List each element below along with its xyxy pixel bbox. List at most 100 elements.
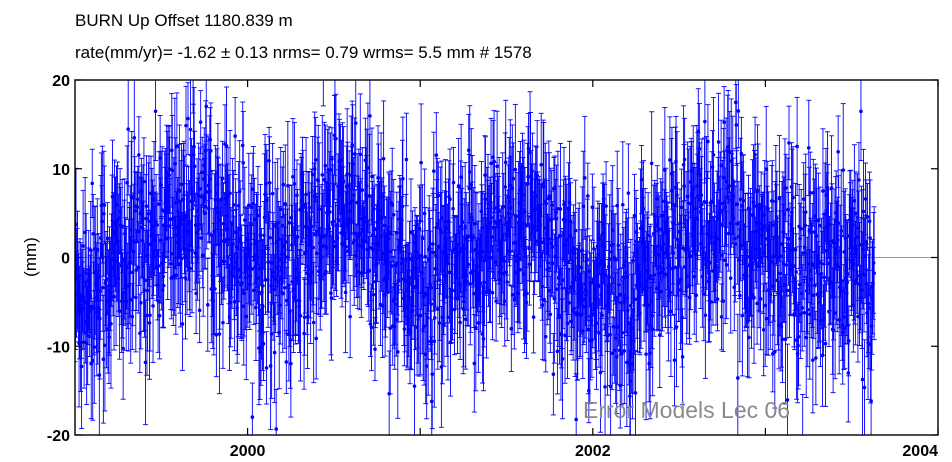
data-point [95, 248, 100, 252]
data-point [301, 203, 306, 207]
data-point [237, 189, 242, 194]
data-point [180, 322, 185, 326]
data-point [503, 160, 508, 165]
data-point [436, 193, 441, 198]
data-point [372, 207, 376, 211]
data-point [586, 194, 590, 198]
data-point [531, 315, 536, 319]
data-point [451, 206, 455, 211]
data-point [109, 321, 113, 326]
data-point [478, 281, 483, 285]
data-point [217, 332, 222, 336]
data-point [289, 361, 293, 366]
data-point [496, 209, 501, 214]
data-point [620, 202, 625, 207]
data-point [633, 297, 637, 302]
data-point [404, 157, 409, 162]
data-point [298, 313, 303, 318]
data-point [616, 282, 621, 287]
data-point [561, 278, 565, 282]
data-point [465, 234, 470, 238]
data-point [430, 372, 435, 376]
data-point [540, 303, 545, 307]
data-point [581, 204, 586, 209]
data-point [134, 268, 139, 272]
data-point [703, 313, 708, 318]
data-point [697, 147, 702, 151]
data-point [344, 244, 348, 249]
data-point [566, 259, 570, 264]
data-point [192, 164, 197, 169]
data-point [142, 288, 147, 292]
data-point [381, 156, 386, 161]
data-point [417, 226, 422, 231]
data-point [370, 174, 374, 179]
data-point [688, 254, 693, 258]
data-point [586, 327, 591, 332]
data-point [295, 193, 299, 198]
data-point [143, 360, 148, 365]
data-point [675, 193, 679, 197]
data-point [482, 280, 486, 285]
data-point [213, 287, 217, 291]
data-point [194, 291, 198, 296]
data-point [555, 287, 559, 291]
data-point [677, 279, 681, 284]
data-point [434, 153, 439, 157]
chart-title: BURN Up Offset 1180.839 m [75, 11, 293, 30]
data-point [241, 161, 246, 165]
data-point [179, 182, 184, 187]
data-point [527, 262, 532, 267]
data-point [98, 316, 102, 321]
data-point [151, 304, 155, 308]
data-point [481, 337, 486, 341]
data-point [90, 181, 95, 186]
data-point [671, 251, 676, 255]
data-point [105, 236, 110, 241]
data-point [706, 139, 710, 144]
data-point [708, 260, 712, 265]
data-point [513, 167, 518, 172]
data-point [558, 233, 562, 238]
data-point [429, 302, 434, 306]
data-point [423, 254, 427, 259]
data-point [280, 223, 285, 228]
data-point [112, 294, 116, 299]
data-point [205, 303, 210, 307]
data-point [430, 242, 435, 246]
data-point [268, 235, 272, 240]
data-point [311, 245, 315, 250]
data-point [199, 236, 203, 240]
data-point [233, 134, 237, 138]
data-point [287, 221, 292, 225]
data-point [139, 300, 143, 305]
data-point [314, 336, 319, 341]
data-point [161, 274, 165, 279]
data-point [161, 283, 166, 288]
data-point [418, 313, 423, 318]
data-point [614, 296, 619, 300]
data-point [460, 220, 465, 224]
data-point [437, 321, 442, 325]
data-point [156, 264, 161, 268]
data-point [324, 269, 328, 274]
data-point [474, 325, 478, 330]
data-point [254, 305, 258, 310]
data-point [639, 177, 644, 182]
data-point [85, 333, 90, 338]
data-point [604, 204, 608, 208]
data-point [607, 275, 611, 279]
data-point [488, 255, 493, 260]
data-point [493, 206, 497, 210]
data-point [616, 243, 621, 248]
data-point [208, 137, 213, 142]
data-point [431, 250, 436, 255]
data-point [366, 166, 370, 170]
data-point [147, 219, 151, 224]
data-point [391, 213, 396, 217]
data-point [610, 351, 614, 356]
data-point [224, 143, 229, 148]
data-point [105, 277, 109, 281]
data-point [373, 347, 377, 351]
